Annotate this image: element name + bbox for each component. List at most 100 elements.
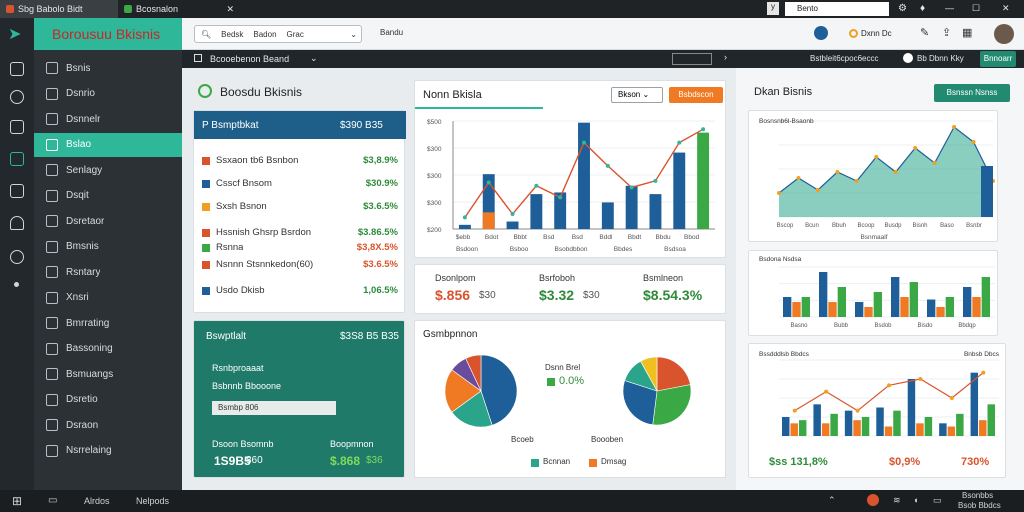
share-icon[interactable]: ⇪ [942,27,952,39]
close-button[interactable]: ✕ [1002,3,1010,13]
legend-swatch [202,228,210,237]
chart-bar [837,287,846,317]
nav-link[interactable]: Bandu [380,28,404,37]
browser-tab[interactable]: Sbg Babolo Bidt [0,0,118,18]
x-tick-label: Bisnh [912,223,927,229]
x-tick-label: Bsd [543,234,555,241]
sidebar-item[interactable]: Dsnnelr [34,107,182,131]
sidebar-item-label: Bmrrating [66,317,110,329]
x-tick-label: Bsnbr [966,223,982,229]
sidebar-item[interactable]: Dsretio [34,388,182,412]
sidebar-item[interactable]: Dsretaor [34,209,182,233]
sidebar-item[interactable]: Nsrrelaing [34,439,182,463]
search-tab[interactable]: Grac [286,29,304,39]
taskbar-item[interactable]: Alrdos [84,496,110,506]
menu-arrow-icon[interactable]: ➤ [8,26,22,43]
tray-time: Bsonbbs [962,491,994,500]
sidebar-item[interactable]: Dsqit [34,184,182,208]
search-icon[interactable] [10,250,24,264]
address-tab[interactable]: Bento [785,2,889,16]
chart-icon[interactable] [10,184,24,198]
summary-row[interactable]: Csscf Bnsom $30.9% [202,178,398,189]
chart-bar [981,277,990,317]
task-view-icon[interactable]: ▭ [48,495,58,506]
tab-close-icon[interactable]: ✕ [226,3,234,14]
chevron-down-icon[interactable]: ⌄ [350,29,357,39]
document-icon[interactable] [10,152,24,166]
search-input[interactable]: 🔍︎ Bedsk Badon Grac ⌄ [194,25,362,43]
summary-row-label: Sxsh Bsnon [216,201,267,212]
legend-swatch [202,243,210,252]
start-icon[interactable]: ⊞ [12,494,23,508]
chevron-right-icon[interactable]: › [724,52,727,62]
export-button[interactable]: Bsbdscon [669,87,723,103]
right-action-button[interactable]: Bsnssn Nsnss [934,84,1010,102]
summary-title: P Bsmptbkat [202,120,259,131]
tray-app-icon[interactable] [867,494,879,506]
sidebar-item[interactable]: Bslao [34,132,182,157]
notification-icon[interactable] [814,26,828,40]
area-point [815,188,820,192]
avatar[interactable] [994,24,1014,44]
sidebar-item-label: Dsretaor [66,215,105,227]
search-tab[interactable]: Badon [253,29,277,39]
sidebar-item[interactable]: Rsntary [34,260,182,284]
title-bar: Sbg Babolo Bidt Bcosnalon ✕ y Bento ⚙ ♦ … [0,0,1024,18]
summary-row[interactable]: Nsnnn Stsnnkedon(60) $3.6.5% [202,259,398,270]
sidebar-item[interactable]: Xnsri [34,286,182,310]
extension-icon[interactable]: y [767,2,779,15]
chart-bar [821,423,830,436]
trend-point [701,127,706,132]
sidebar-item-icon [46,138,58,151]
chart-bar [972,297,981,317]
toolbar-dropdown[interactable]: Bcooebenon Beand [210,54,290,64]
sidebar-item-icon [46,266,58,278]
summary-row[interactable]: Usdo Dkisb 1,06.5% [202,285,398,296]
taskbar-item[interactable]: Nelpods [136,496,170,506]
battery-icon[interactable]: ▭ [933,495,942,505]
sidebar-item[interactable]: Dsraon [34,413,182,437]
minimize-button[interactable]: — [945,3,954,13]
checkbox-icon[interactable] [194,54,202,62]
sidebar-item[interactable]: Senlagy [34,158,182,182]
sidebar-item-label: Bsnis [66,62,91,74]
x-tick-label: Bbuh [832,223,846,229]
browser-tab[interactable]: Bcosnalon ✕ [118,0,240,18]
summary-row[interactable]: Ssxaon tb6 Bsnbon $3,8.9% [202,155,398,166]
legend-swatch [202,202,210,211]
sidebar-item[interactable]: Dsnrio [34,82,182,106]
settings-icon[interactable]: ⚙ [898,3,907,14]
globe-icon[interactable] [10,90,24,104]
info-icon[interactable] [903,53,913,63]
x-tick-label: Bbdqp [958,323,976,329]
volume-icon[interactable]: ◖ [913,495,919,505]
summary-row[interactable]: Rsnna $3,8X.5% [202,242,398,253]
pie-slice [480,354,518,426]
toolbar-field[interactable] [672,53,712,65]
sidebar-item-icon [46,393,58,406]
sidebar-item[interactable]: Bmsnis [34,235,182,259]
calendar-icon[interactable] [10,120,24,134]
sidebar-item[interactable]: Bassoning [34,337,182,361]
home-icon[interactable] [10,62,24,76]
panel-input[interactable]: Bsmbp 806 [212,401,336,415]
grid-icon[interactable]: ▦ [962,27,973,39]
chart-bar [649,194,662,229]
sidebar-item[interactable]: Bsmuangs [34,362,182,386]
tray-arrow-icon[interactable]: ⌃ [828,495,836,505]
maximize-button[interactable]: ☐ [972,3,981,13]
user-icon[interactable] [10,216,24,230]
account-menu[interactable]: Dxnn Dc [849,25,899,41]
wifi-icon[interactable]: ≋ [893,495,901,505]
area-chart: Bosnsnb6l-Bsaonb Bscop Bcun Bbuh Bcoop Busdp B… [759,118,995,241]
summary-row[interactable]: Sxsh Bsnon $3.6.5% [202,201,398,212]
bell-icon[interactable]: ♦ [920,3,926,14]
range-select[interactable]: Bkson ⌄ [611,87,663,103]
summary-row[interactable]: Hssnish Ghsrp Bsrdon $3.86.5% [202,227,398,238]
pin-icon[interactable]: ✎ [920,27,930,39]
sidebar-item[interactable]: Bmrrating [34,311,182,335]
summary-card: P Bsmptbkat $390 B35 Ssxaon tb6 Bsnbon $3… [193,110,406,313]
sidebar-item[interactable]: Bsnis [34,56,182,80]
signin-button[interactable]: Bnnoarr [980,51,1016,67]
chevron-down-icon[interactable]: ⌄ [310,53,318,63]
